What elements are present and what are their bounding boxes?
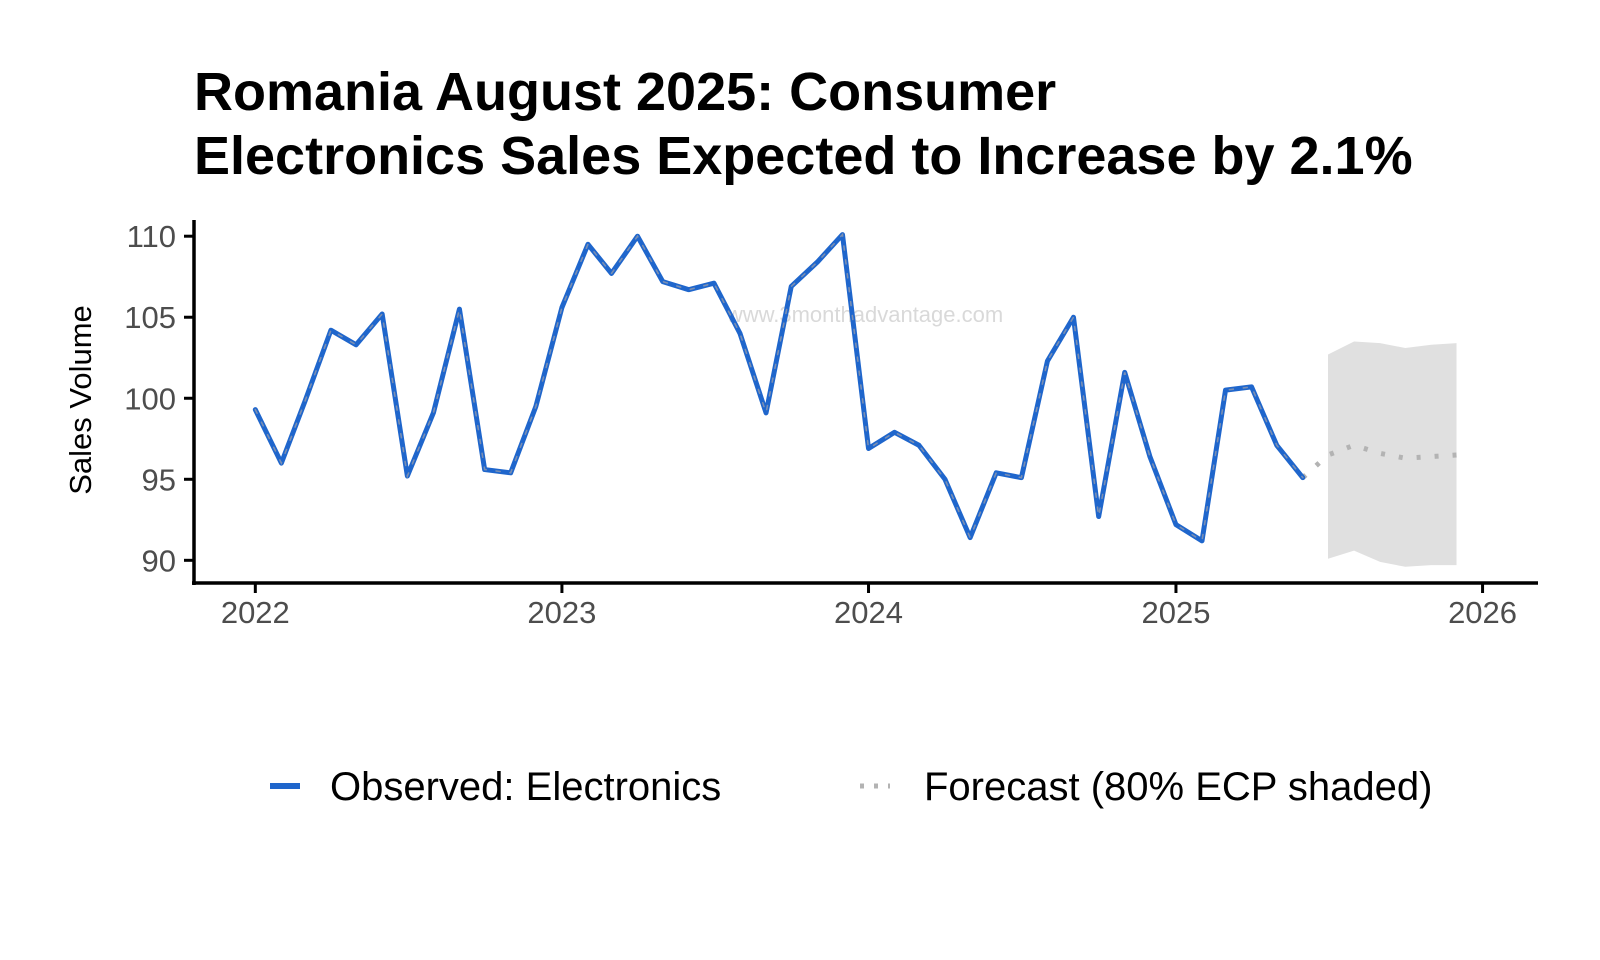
observed-line [252, 232, 1306, 544]
y-tick-label: 105 [124, 300, 176, 335]
y-axis-title: Sales Volume [63, 305, 98, 495]
legend-observed-label: Observed: Electronics [330, 765, 721, 809]
x-axis-ticks: 2022 2023 2024 2025 2026 [221, 583, 1517, 630]
chart-title-line-2: Electronics Sales Expected to Increase b… [194, 126, 1413, 186]
y-tick-label: 90 [142, 543, 176, 578]
y-tick-label: 95 [142, 462, 176, 497]
watermark: www.3monthadvantage.com [726, 302, 1003, 327]
forecast-interval-band [1328, 341, 1457, 567]
observed-overlay-line [254, 232, 1304, 543]
x-tick-label: 2026 [1448, 595, 1517, 630]
chart-title: Romania August 2025: Consumer Electronic… [194, 60, 1594, 188]
observed-series-layer [252, 232, 1306, 544]
x-tick-label: 2022 [221, 595, 290, 630]
legend-forecast-label: Forecast (80% ECP shaded) [924, 765, 1432, 809]
x-tick-label: 2024 [834, 595, 903, 630]
forecast-band-layer [1328, 341, 1457, 567]
y-tick-label: 110 [127, 219, 176, 254]
legend: Observed: Electronics Forecast (80% ECP … [270, 765, 1432, 809]
chart-title-line-1: Romania August 2025: Consumer [194, 62, 1057, 122]
x-tick-label: 2025 [1141, 595, 1210, 630]
y-axis-ticks: 90 95 100 105 110 [124, 219, 194, 578]
x-tick-label: 2023 [527, 595, 596, 630]
y-tick-label: 100 [124, 381, 176, 416]
